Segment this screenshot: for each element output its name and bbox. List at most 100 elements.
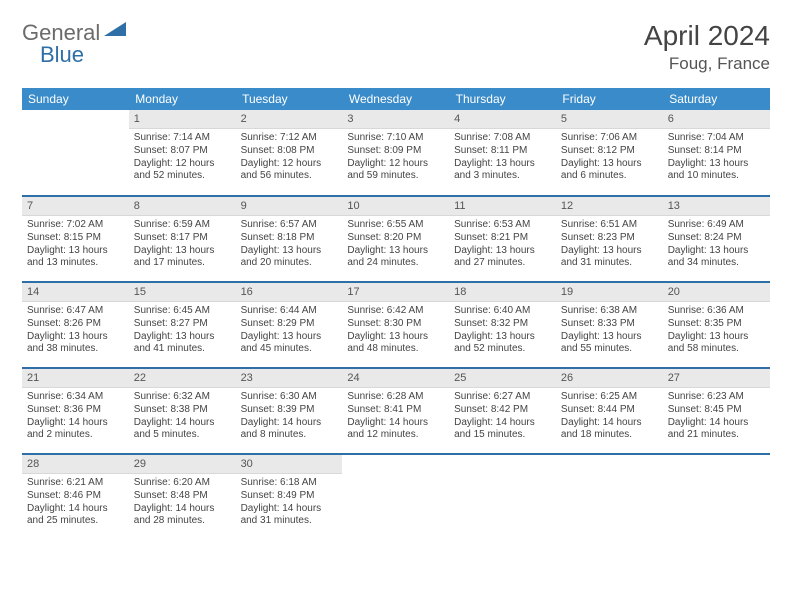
day-number: 6 [663,110,770,129]
month-title: April 2024 [644,20,770,52]
day-details: Sunrise: 6:20 AMSunset: 8:48 PMDaylight:… [129,474,236,532]
day-cell: 20Sunrise: 6:36 AMSunset: 8:35 PMDayligh… [663,282,770,368]
day-cell: 6Sunrise: 7:04 AMSunset: 8:14 PMDaylight… [663,110,770,196]
day-details: Sunrise: 6:28 AMSunset: 8:41 PMDaylight:… [342,388,449,446]
day-cell: 29Sunrise: 6:20 AMSunset: 8:48 PMDayligh… [129,454,236,540]
day-cell: 25Sunrise: 6:27 AMSunset: 8:42 PMDayligh… [449,368,556,454]
day-details: Sunrise: 6:49 AMSunset: 8:24 PMDaylight:… [663,216,770,274]
day-cell: 12Sunrise: 6:51 AMSunset: 8:23 PMDayligh… [556,196,663,282]
day-details: Sunrise: 6:25 AMSunset: 8:44 PMDaylight:… [556,388,663,446]
day-cell: 26Sunrise: 6:25 AMSunset: 8:44 PMDayligh… [556,368,663,454]
day-details: Sunrise: 6:23 AMSunset: 8:45 PMDaylight:… [663,388,770,446]
day-cell: .. [556,454,663,540]
day-number: 4 [449,110,556,129]
day-number: 29 [129,455,236,474]
day-cell: 28Sunrise: 6:21 AMSunset: 8:46 PMDayligh… [22,454,129,540]
day-number: 17 [342,283,449,302]
day-number: 13 [663,197,770,216]
day-number: 26 [556,369,663,388]
day-details: Sunrise: 6:55 AMSunset: 8:20 PMDaylight:… [342,216,449,274]
day-details: Sunrise: 6:21 AMSunset: 8:46 PMDaylight:… [22,474,129,532]
day-details: Sunrise: 6:44 AMSunset: 8:29 PMDaylight:… [236,302,343,360]
day-number: 5 [556,110,663,129]
day-cell: 5Sunrise: 7:06 AMSunset: 8:12 PMDaylight… [556,110,663,196]
day-details: Sunrise: 7:10 AMSunset: 8:09 PMDaylight:… [342,129,449,187]
day-number: 2 [236,110,343,129]
day-details: Sunrise: 6:18 AMSunset: 8:49 PMDaylight:… [236,474,343,532]
day-number: 7 [22,197,129,216]
header: General April 2024 Foug, France [22,20,770,74]
day-cell: 4Sunrise: 7:08 AMSunset: 8:11 PMDaylight… [449,110,556,196]
day-cell: 9Sunrise: 6:57 AMSunset: 8:18 PMDaylight… [236,196,343,282]
day-cell: 19Sunrise: 6:38 AMSunset: 8:33 PMDayligh… [556,282,663,368]
weekday-header: Thursday [449,88,556,110]
day-number: 8 [129,197,236,216]
day-details: Sunrise: 6:59 AMSunset: 8:17 PMDaylight:… [129,216,236,274]
day-details: Sunrise: 6:57 AMSunset: 8:18 PMDaylight:… [236,216,343,274]
day-number: 24 [342,369,449,388]
day-details: Sunrise: 7:04 AMSunset: 8:14 PMDaylight:… [663,129,770,187]
day-details: Sunrise: 6:40 AMSunset: 8:32 PMDaylight:… [449,302,556,360]
day-number: 15 [129,283,236,302]
weekday-header: Wednesday [342,88,449,110]
day-number: 21 [22,369,129,388]
day-cell: 17Sunrise: 6:42 AMSunset: 8:30 PMDayligh… [342,282,449,368]
day-number: 30 [236,455,343,474]
day-details: Sunrise: 6:27 AMSunset: 8:42 PMDaylight:… [449,388,556,446]
day-cell: .. [449,454,556,540]
day-cell: .. [663,454,770,540]
day-number: 20 [663,283,770,302]
day-number: 28 [22,455,129,474]
calendar-body: .. 1Sunrise: 7:14 AMSunset: 8:07 PMDaylig… [22,110,770,540]
day-cell: 14Sunrise: 6:47 AMSunset: 8:26 PMDayligh… [22,282,129,368]
day-details: Sunrise: 6:36 AMSunset: 8:35 PMDaylight:… [663,302,770,360]
day-details: Sunrise: 7:14 AMSunset: 8:07 PMDaylight:… [129,129,236,187]
day-cell: 15Sunrise: 6:45 AMSunset: 8:27 PMDayligh… [129,282,236,368]
location: Foug, France [644,54,770,74]
day-cell: 8Sunrise: 6:59 AMSunset: 8:17 PMDaylight… [129,196,236,282]
day-number: 10 [342,197,449,216]
day-details: Sunrise: 7:12 AMSunset: 8:08 PMDaylight:… [236,129,343,187]
day-cell: 11Sunrise: 6:53 AMSunset: 8:21 PMDayligh… [449,196,556,282]
day-number: 27 [663,369,770,388]
day-number: 16 [236,283,343,302]
brand-triangle-icon [104,22,126,45]
day-details: Sunrise: 6:42 AMSunset: 8:30 PMDaylight:… [342,302,449,360]
day-cell: 23Sunrise: 6:30 AMSunset: 8:39 PMDayligh… [236,368,343,454]
day-cell: .. [342,454,449,540]
weekday-header: Tuesday [236,88,343,110]
day-details: Sunrise: 7:02 AMSunset: 8:15 PMDaylight:… [22,216,129,274]
day-cell: 30Sunrise: 6:18 AMSunset: 8:49 PMDayligh… [236,454,343,540]
weekday-header: Friday [556,88,663,110]
day-cell: 21Sunrise: 6:34 AMSunset: 8:36 PMDayligh… [22,368,129,454]
day-number: 19 [556,283,663,302]
day-cell: 18Sunrise: 6:40 AMSunset: 8:32 PMDayligh… [449,282,556,368]
day-details: Sunrise: 6:45 AMSunset: 8:27 PMDaylight:… [129,302,236,360]
day-cell: 10Sunrise: 6:55 AMSunset: 8:20 PMDayligh… [342,196,449,282]
weekday-header: Sunday [22,88,129,110]
day-number: 14 [22,283,129,302]
weekday-header: Saturday [663,88,770,110]
day-details: Sunrise: 7:08 AMSunset: 8:11 PMDaylight:… [449,129,556,187]
day-details: Sunrise: 6:34 AMSunset: 8:36 PMDaylight:… [22,388,129,446]
calendar-head: SundayMondayTuesdayWednesdayThursdayFrid… [22,88,770,110]
day-details: Sunrise: 7:06 AMSunset: 8:12 PMDaylight:… [556,129,663,187]
brand-part2: Blue [40,42,84,67]
day-cell: 1Sunrise: 7:14 AMSunset: 8:07 PMDaylight… [129,110,236,196]
day-details: Sunrise: 6:53 AMSunset: 8:21 PMDaylight:… [449,216,556,274]
day-number: 11 [449,197,556,216]
weekday-header: Monday [129,88,236,110]
day-number: 22 [129,369,236,388]
day-details: Sunrise: 6:51 AMSunset: 8:23 PMDaylight:… [556,216,663,274]
calendar-table: SundayMondayTuesdayWednesdayThursdayFrid… [22,88,770,540]
day-number: 1 [129,110,236,129]
day-cell: 24Sunrise: 6:28 AMSunset: 8:41 PMDayligh… [342,368,449,454]
day-details: Sunrise: 6:38 AMSunset: 8:33 PMDaylight:… [556,302,663,360]
day-details: Sunrise: 6:30 AMSunset: 8:39 PMDaylight:… [236,388,343,446]
day-number: 18 [449,283,556,302]
day-cell: 16Sunrise: 6:44 AMSunset: 8:29 PMDayligh… [236,282,343,368]
day-number: 12 [556,197,663,216]
day-cell: 27Sunrise: 6:23 AMSunset: 8:45 PMDayligh… [663,368,770,454]
brand-second-line: Blue [40,42,84,68]
day-details: Sunrise: 6:47 AMSunset: 8:26 PMDaylight:… [22,302,129,360]
